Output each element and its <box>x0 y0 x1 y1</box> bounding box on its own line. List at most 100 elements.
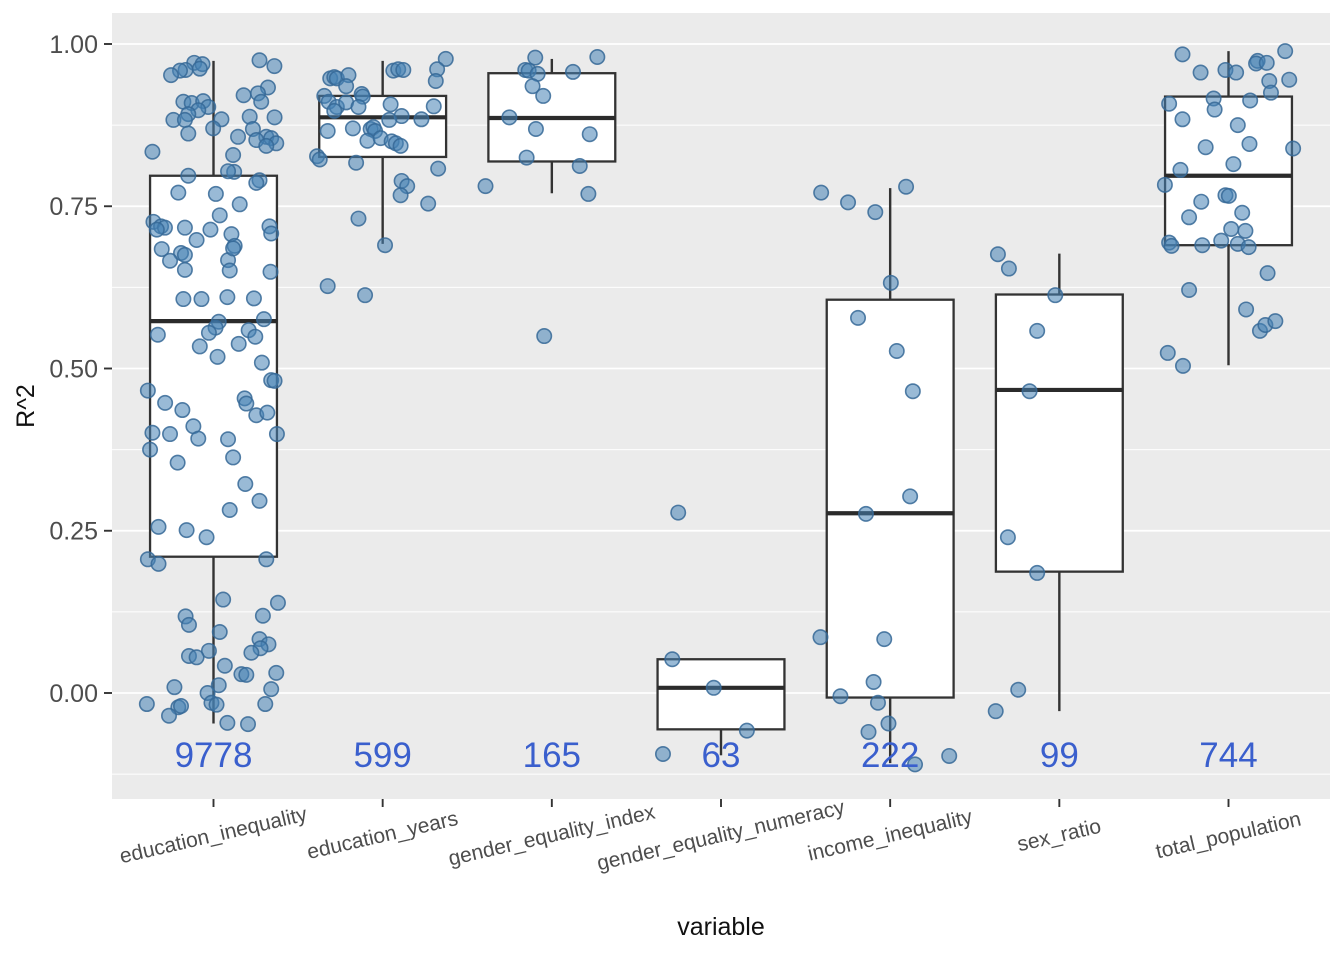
box-income_inequality <box>825 298 955 699</box>
count-label-income_inequality: 222 <box>861 736 919 775</box>
jitter-point-total_population <box>1259 265 1276 282</box>
jitter-point-education_inequality <box>139 382 156 399</box>
jitter-point-gender_equality_numeracy <box>664 651 681 668</box>
jitter-point-gender_equality_numeracy <box>738 722 755 739</box>
jitter-point-education_inequality <box>221 501 238 518</box>
jitter-point-education_inequality <box>163 67 180 84</box>
jitter-point-total_population <box>1172 161 1189 178</box>
jitter-point-education_inequality <box>200 642 217 659</box>
jitter-point-education_inequality <box>180 616 197 633</box>
jitter-point-total_population <box>1192 64 1209 81</box>
jitter-point-education_inequality <box>153 241 170 258</box>
jitter-point-education_years <box>357 287 374 304</box>
jitter-point-education_inequality <box>193 291 210 308</box>
jitter-point-education_inequality <box>258 137 275 154</box>
jitter-point-education_inequality <box>247 328 264 345</box>
jitter-point-total_population <box>1194 237 1211 254</box>
jitter-point-education_inequality <box>257 696 274 713</box>
jitter-point-income_inequality <box>898 178 915 195</box>
jitter-point-education_inequality <box>216 657 233 674</box>
jitter-point-education_inequality <box>161 707 178 724</box>
jitter-point-education_inequality <box>230 128 247 145</box>
jitter-point-education_years <box>350 210 367 227</box>
jitter-point-education_inequality <box>248 174 265 191</box>
jitter-point-income_inequality <box>840 194 857 211</box>
jitter-point-income_inequality <box>813 184 830 201</box>
count-label-sex_ratio: 99 <box>1040 736 1079 775</box>
jitter-point-education_inequality <box>190 430 207 447</box>
jitter-point-gender_equality_index <box>536 328 553 345</box>
jitter-point-education_inequality <box>174 402 191 419</box>
jitter-point-gender_equality_numeracy <box>654 746 671 763</box>
jitter-point-total_population <box>1225 156 1242 173</box>
jitter-point-total_population <box>1161 95 1178 112</box>
jitter-point-education_inequality <box>180 167 197 184</box>
jitter-point-income_inequality <box>888 342 905 359</box>
jitter-point-education_years <box>392 187 409 204</box>
y-axis-title: R^2 <box>12 384 40 428</box>
jitter-point-education_years <box>413 111 430 128</box>
jitter-point-education_inequality <box>259 404 276 421</box>
jitter-point-education_inequality <box>269 594 286 611</box>
jitter-point-sex_ratio <box>999 529 1016 546</box>
count-label-gender_equality_numeracy: 63 <box>702 736 741 775</box>
jitter-point-education_inequality <box>162 252 179 269</box>
jitter-point-education_inequality <box>175 291 192 308</box>
x-tick-label-total_population: total_population <box>1154 808 1304 864</box>
count-labels: 9778 599 165 63 222 99 744 <box>175 736 1258 775</box>
jitter-point-income_inequality <box>876 631 893 648</box>
x-tick-label-education_inequality: education_inequality <box>118 803 310 869</box>
jitter-point-income_inequality <box>812 629 829 646</box>
count-label-gender_equality_index: 165 <box>523 736 581 775</box>
jitter-point-education_inequality <box>205 120 222 137</box>
jitter-point-total_population <box>1238 301 1255 318</box>
jitter-point-education_inequality <box>235 87 252 104</box>
jitter-point-total_population <box>1206 101 1223 118</box>
jitter-point-total_population <box>1229 117 1246 134</box>
jitter-point-education_inequality <box>268 664 285 681</box>
jitter-point-total_population <box>1223 220 1240 237</box>
jitter-point-income_inequality <box>882 274 899 291</box>
jitter-point-education_inequality <box>144 424 161 441</box>
jitter-point-income_inequality <box>860 723 877 740</box>
jitter-point-sex_ratio <box>987 703 1004 720</box>
jitter-point-education_inequality <box>255 311 272 328</box>
jitter-point-education_inequality <box>237 476 254 493</box>
jitter-point-education_inequality <box>191 338 208 355</box>
jitter-point-total_population <box>1220 187 1237 204</box>
jitter-point-education_years <box>338 78 355 95</box>
jitter-point-education_inequality <box>219 289 236 306</box>
jitter-point-education_inequality <box>157 394 174 411</box>
jitter-point-education_inequality <box>243 644 260 661</box>
jitter-point-education_years <box>427 72 444 89</box>
jitter-point-education_inequality <box>266 58 283 75</box>
jitter-point-gender_equality_index <box>581 126 598 143</box>
jitter-point-gender_equality_index <box>589 48 606 65</box>
jitter-point-income_inequality <box>904 383 921 400</box>
jitter-point-education_inequality <box>268 426 285 443</box>
jitter-point-gender_equality_index <box>524 78 541 95</box>
jitter-point-education_inequality <box>170 184 187 201</box>
jitter-point-gender_equality_index <box>580 185 597 202</box>
jitter-point-education_inequality <box>245 290 262 307</box>
jitter-point-education_years <box>377 237 394 254</box>
x-tick-label-education_years: education_years <box>305 807 460 864</box>
jitter-point-education_inequality <box>169 454 186 471</box>
jitter-point-education_inequality <box>238 666 255 683</box>
jitter-point-education_inequality <box>253 354 270 371</box>
jitter-point-education_inequality <box>150 555 167 572</box>
jitter-point-education_years <box>381 111 398 128</box>
jitter-point-education_inequality <box>266 109 283 126</box>
jitter-point-education_inequality <box>254 607 271 624</box>
jitter-point-education_inequality <box>176 246 193 263</box>
jitter-point-total_population <box>1242 92 1259 109</box>
jitter-point-total_population <box>1193 193 1210 210</box>
jitter-point-total_population <box>1197 139 1214 156</box>
count-label-education_inequality: 9778 <box>175 736 253 775</box>
jitter-point-education_inequality <box>225 449 242 466</box>
jitter-point-sex_ratio <box>1029 322 1046 339</box>
jitter-point-total_population <box>1267 313 1284 330</box>
y-tick-label: 1.00 <box>49 31 98 59</box>
jitter-point-education_inequality <box>176 261 193 278</box>
